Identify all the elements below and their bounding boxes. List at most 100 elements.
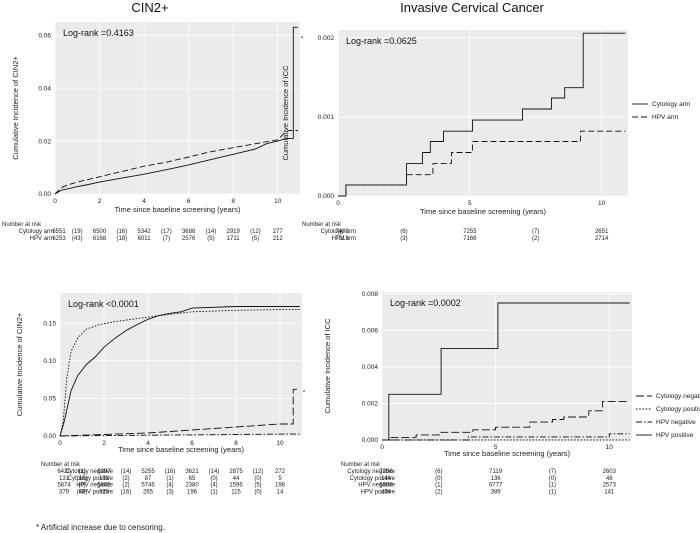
x-tick-label: 0 — [380, 444, 384, 451]
risk-cell: (14) — [206, 229, 217, 235]
risk-row-label: Cytology positive — [350, 476, 396, 482]
risk-table-header: Number at risk — [41, 462, 81, 468]
panel-d-chart: 0.000 0.002 0.004 0.006 0.008 0 5 10 Time since … — [323, 291, 700, 495]
risk-cell: 5746 — [141, 483, 155, 489]
risk-cell: 5845 — [97, 483, 111, 489]
y-tick-label: 0.001 — [318, 114, 335, 121]
risk-cell: (16) — [165, 469, 176, 475]
y-tick-label: 0.008 — [362, 291, 379, 298]
risk-table-header: Number at risk — [341, 462, 381, 468]
risk-row-label: HPV positive — [361, 489, 396, 495]
risk-cell: 1711 — [227, 236, 241, 242]
risk-cell: 5342 — [137, 229, 151, 235]
risk-cell: (0) — [78, 483, 85, 489]
y-tick-label: 0.00 — [38, 191, 51, 198]
risk-cell: 5255 — [141, 469, 155, 475]
risk-row-label: Cytology arm — [321, 229, 356, 235]
logrank-label: Log-rank =0.0625 — [346, 36, 417, 46]
risk-cell: 48 — [606, 476, 613, 482]
series-hpv-arm — [338, 130, 626, 197]
risk-cell: 7166 — [463, 236, 477, 242]
x-tick-label: 4 — [142, 198, 146, 205]
risk-cell: 404 — [381, 489, 392, 495]
y-axis-label: Cumulative Incidence of CIN2+ — [15, 312, 24, 416]
risk-cell: (1) — [549, 483, 556, 489]
y-tick-label: 0.004 — [362, 364, 379, 371]
x-tick-label: 6 — [190, 440, 194, 447]
logrank-label: Log-rank =0.4163 — [63, 28, 134, 38]
risk-cell: 272 — [275, 469, 286, 475]
series-cytology-arm — [338, 32, 626, 197]
risk-cell: (0) — [254, 476, 261, 482]
y-tick-label: 0.15 — [43, 320, 56, 327]
series-cytology-negative — [382, 401, 630, 441]
risk-cell: (5) — [252, 236, 259, 242]
risk-cell: 198 — [275, 483, 286, 489]
risk-cell: 2603 — [603, 469, 617, 475]
risk-cell: 389 — [491, 489, 502, 495]
y-tick-label: 0.04 — [38, 85, 51, 92]
x-tick-label: 10 — [276, 440, 284, 447]
x-tick-label: 6 — [187, 198, 191, 205]
logrank-label: Log-rank <0.0001 — [68, 299, 139, 309]
x-axis-label: Time since baseline screening (years) — [444, 449, 571, 458]
y-axis-label: Cumulative Incidence of CIN2+ — [11, 56, 20, 160]
risk-cell: 7119 — [489, 469, 503, 475]
risk-row-label: HPV positive — [79, 489, 114, 495]
risk-cell: (14) — [209, 469, 220, 475]
risk-cell: 1596 — [229, 483, 243, 489]
y-tick-label: 0.002 — [318, 35, 335, 42]
risk-cell: 7255 — [463, 229, 477, 235]
x-tick-label: 0 — [58, 440, 62, 447]
panel-c-chart: 0.00 0.05 0.10 0.15 0 2 4 6 8 10 Time since baseli… — [15, 293, 306, 495]
risk-cell: (4) — [210, 483, 217, 489]
series-hpv-negative — [59, 433, 300, 437]
risk-table-header: Number at risk — [302, 222, 342, 228]
risk-cell: (2) — [532, 236, 539, 242]
risk-cell: 7313 — [335, 236, 349, 242]
risk-cell: (1) — [210, 489, 217, 495]
risk-cell: 6777 — [489, 483, 503, 489]
risk-cell: 6420 — [57, 469, 71, 475]
footnote: * Artificial increase due to censoring. — [36, 523, 165, 532]
risk-cell: (43) — [77, 489, 88, 495]
legend-label: Cytology negative — [656, 393, 700, 400]
panel-b-chart: 0.000 0.001 0.002 0 5 10 Time since baseline s… — [281, 30, 690, 242]
panel-a-chart: 0.00 0.02 0.04 0.06 0 2 4 6 8 10 Time since baseli… — [2, 22, 304, 242]
risk-cell: (0) — [549, 476, 556, 482]
risk-row-label: HPV negative — [76, 483, 113, 489]
risk-cell: (16) — [116, 229, 127, 235]
risk-cell: (1) — [78, 469, 85, 475]
y-tick-label: 0.02 — [38, 138, 51, 145]
risk-cell: 6551 — [52, 229, 66, 235]
risk-cell: 7256 — [379, 469, 393, 475]
y-axis-label: Cumulative Incidence of ICC — [323, 318, 332, 414]
risk-cell: 2576 — [182, 236, 196, 242]
risk-cell: 6168 — [93, 236, 107, 242]
risk-row-label: Cytology positive — [68, 476, 114, 482]
risk-cell: 2919 — [227, 229, 241, 235]
risk-cell: (12) — [250, 229, 261, 235]
risk-cell: 3621 — [185, 469, 199, 475]
risk-cell: (16) — [121, 489, 132, 495]
risk-cell: (1) — [166, 476, 173, 482]
series-cytology-positive — [59, 309, 300, 437]
risk-cell: (1) — [435, 483, 442, 489]
series-hpv-arm — [54, 130, 298, 195]
legend-label: Cytology arm — [652, 101, 690, 108]
y-tick-label: 0.00 — [43, 433, 56, 440]
risk-cell: 2380 — [185, 483, 199, 489]
risk-cell: 2651 — [595, 229, 609, 235]
risk-cell: (4) — [166, 483, 173, 489]
risk-row-label: Cytology arm — [19, 229, 54, 235]
risk-cell: (7) — [163, 236, 170, 242]
legend-label: HPV negative — [656, 419, 696, 426]
risk-cell: 14 — [277, 489, 284, 495]
x-tick-label: 8 — [234, 440, 238, 447]
risk-cell: 5874 — [57, 483, 71, 489]
x-tick-label: 2 — [98, 198, 102, 205]
risk-cell: 2714 — [595, 236, 609, 242]
risk-cell: 6253 — [52, 236, 66, 242]
risk-table-header: Number at risk — [2, 222, 42, 228]
risk-cell: (1) — [549, 489, 556, 495]
